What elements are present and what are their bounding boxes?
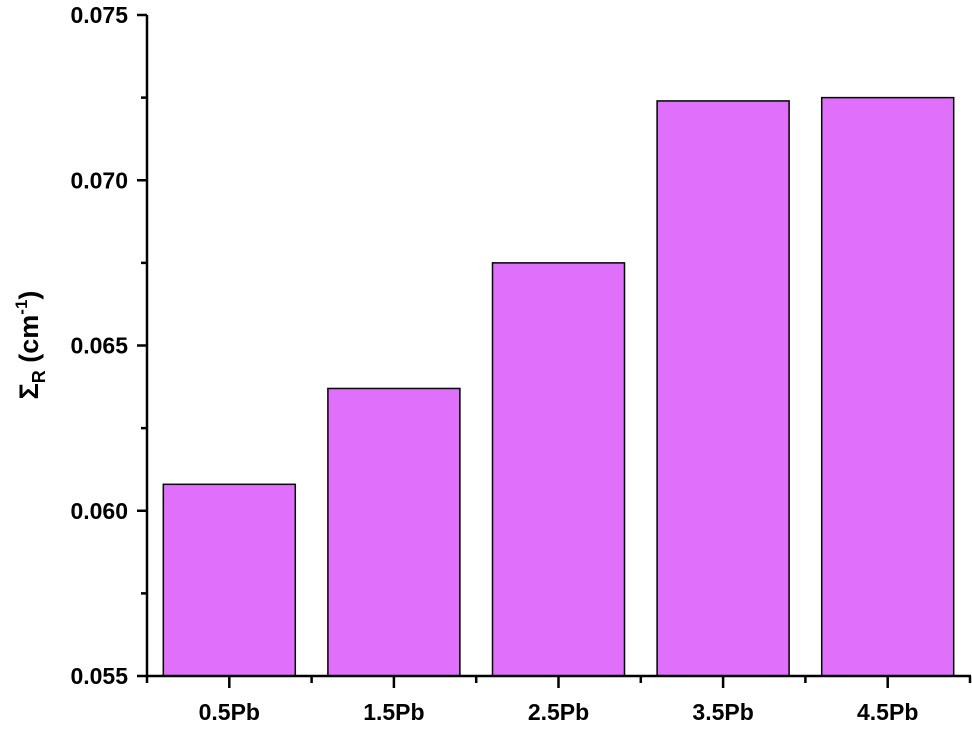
x-tick-label: 0.5Pb: [199, 699, 260, 725]
y-axis-title: ΣR (cm-1): [12, 291, 49, 400]
y-ticks-group: 0.055 0.060 0.065 0.070 0.075: [70, 2, 147, 689]
x-ticks-group: 0.5Pb 1.5Pb 2.5Pb 3.5Pb 4.5Pb: [145, 676, 972, 725]
bar-0.5Pb: [162, 483, 297, 677]
bar-4.5Pb: [820, 96, 955, 677]
x-tick-label: 1.5Pb: [363, 699, 424, 725]
x-tick-label: 4.5Pb: [857, 699, 918, 725]
x-tick-label: 3.5Pb: [692, 699, 753, 725]
x-tick-label: 2.5Pb: [528, 699, 589, 725]
bars-group: [162, 96, 955, 677]
bar-3.5Pb: [656, 100, 790, 677]
y-tick-label: 0.065: [70, 333, 128, 359]
y-tick-label: 0.060: [70, 498, 128, 524]
y-tick-label: 0.075: [70, 2, 128, 28]
y-tick-label: 0.055: [70, 663, 128, 689]
y-tick-label: 0.070: [70, 167, 128, 193]
bar-2.5Pb: [491, 262, 626, 677]
bar-1.5Pb: [327, 387, 461, 677]
